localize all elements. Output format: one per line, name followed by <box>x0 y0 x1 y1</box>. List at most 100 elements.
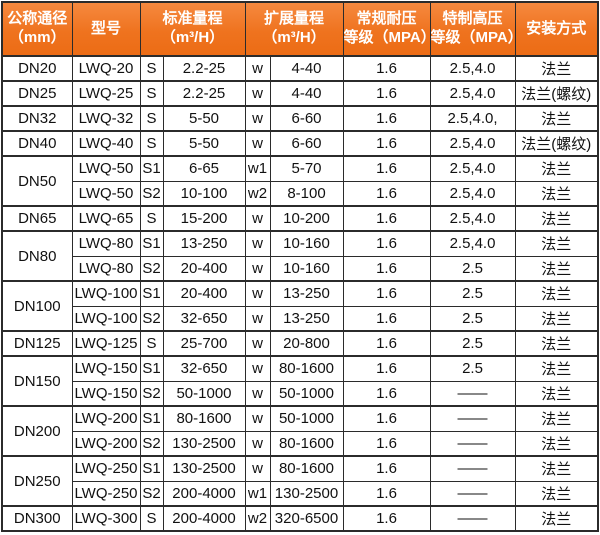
extended-range-cell: 6-60 <box>269 105 344 132</box>
standard-range-cell: 20-400 <box>162 280 246 307</box>
normal-pressure-cell: 1.6 <box>342 505 431 532</box>
extended-range-cell: 50-1000 <box>269 405 344 432</box>
normal-pressure-cell: 1.6 <box>342 255 431 282</box>
model-cell: LWQ-200 <box>71 430 141 457</box>
installation-cell: 法兰 <box>514 55 599 82</box>
high-pressure-cell: —— <box>429 405 516 432</box>
normal-pressure-cell: 1.6 <box>342 355 431 382</box>
nominal-diameter-cell: DN25 <box>1 80 73 107</box>
model-cell: LWQ-32 <box>71 105 141 132</box>
standard-range-cell: 5-50 <box>162 105 246 132</box>
standard-range-code-cell: S2 <box>139 380 164 407</box>
high-pressure-cell: —— <box>429 505 516 532</box>
extended-range-cell: 130-2500 <box>269 480 344 507</box>
extended-range-cell: 13-250 <box>269 305 344 332</box>
header-label-line: 扩展量程 <box>263 10 324 28</box>
standard-range-cell: 6-65 <box>162 155 246 182</box>
standard-range-code-cell: S2 <box>139 305 164 332</box>
high-pressure-cell: 2.5 <box>429 280 516 307</box>
standard-range-code-cell: S2 <box>139 480 164 507</box>
table-row: LWQ-250 S2 200-4000 w1 130-2500 1.6 —— 法兰 <box>2 480 599 507</box>
table-row: LWQ-100 S2 32-650 w 13-250 1.6 2.5 法兰 <box>2 305 599 332</box>
extended-range-cell: 80-1600 <box>269 355 344 382</box>
standard-range-cell: 32-650 <box>162 305 246 332</box>
extended-range-code-cell: w <box>244 55 271 82</box>
installation-cell: 法兰 <box>514 480 599 507</box>
standard-range-cell: 50-1000 <box>162 380 246 407</box>
extended-range-code-cell: w <box>244 355 271 382</box>
extended-range-cell: 4-40 <box>269 55 344 82</box>
nominal-diameter-cell: DN200 <box>1 405 73 457</box>
standard-range-code-cell: S2 <box>139 430 164 457</box>
model-cell: LWQ-300 <box>71 505 141 532</box>
extended-range-code-cell: w1 <box>244 155 271 182</box>
high-pressure-cell: 2.5,4.0 <box>429 230 516 257</box>
normal-pressure-cell: 1.6 <box>342 430 431 457</box>
standard-range-code-cell: S <box>139 80 164 107</box>
high-pressure-cell: —— <box>429 430 516 457</box>
standard-range-cell: 15-200 <box>162 205 246 232</box>
extended-range-code-cell: w <box>244 305 271 332</box>
extended-range-cell: 10-200 <box>269 205 344 232</box>
header-label-line: 常规耐压 <box>356 10 417 28</box>
extended-range-code-cell: w <box>244 80 271 107</box>
model-cell: LWQ-100 <box>71 305 141 332</box>
header-row: 公称通径 （mm） 型号 标准量程 （m³/H） 扩展量程 （m³/H） 常规耐压 等级（MPA… <box>1 1 599 57</box>
standard-range-code-cell: S <box>139 105 164 132</box>
table-row: DN100 LWQ-100 S1 20-400 w 13-250 1.6 2.5 法兰 <box>1 280 599 332</box>
normal-pressure-cell: 1.6 <box>342 105 431 132</box>
installation-cell: 法兰 <box>514 330 599 357</box>
extended-range-cell: 4-40 <box>269 80 344 107</box>
standard-range-cell: 2.2-25 <box>162 55 246 82</box>
extended-range-code-cell: w <box>244 105 271 132</box>
standard-range-cell: 10-100 <box>162 180 246 207</box>
table-row: LWQ-50 S2 10-100 w2 8-100 1.6 2.5,4.0 法兰 <box>2 180 599 207</box>
model-cell: LWQ-125 <box>71 330 141 357</box>
table-body: DN20 LWQ-20 S 2.2-25 w 4-40 1.6 2.5,4.0 法兰 DN25 LW… <box>1 55 599 532</box>
standard-range-cell: 2.2-25 <box>162 80 246 107</box>
standard-range-code-cell: S1 <box>139 405 164 432</box>
installation-cell: 法兰 <box>514 255 599 282</box>
extended-range-cell: 80-1600 <box>269 455 344 482</box>
installation-cell: 法兰 <box>514 505 599 532</box>
table-row: DN200 LWQ-200 S1 80-1600 w 50-1000 1.6 —— 法兰 <box>1 405 599 457</box>
normal-pressure-cell: 1.6 <box>342 280 431 307</box>
extended-range-cell: 8-100 <box>269 180 344 207</box>
header-cell-high-pressure: 特制高压 等级（MPA） <box>429 1 516 57</box>
normal-pressure-cell: 1.6 <box>342 455 431 482</box>
extended-range-cell: 320-6500 <box>269 505 344 532</box>
standard-range-cell: 80-1600 <box>162 405 246 432</box>
header-cell-installation: 安装方式 <box>514 1 599 57</box>
high-pressure-cell: 2.5,4.0 <box>429 205 516 232</box>
high-pressure-cell: 2.5,4.0 <box>429 55 516 82</box>
table-row: DN20 LWQ-20 S 2.2-25 w 4-40 1.6 2.5,4.0 法兰 <box>1 55 599 82</box>
high-pressure-cell: 2.5 <box>429 355 516 382</box>
nominal-diameter-cell: DN32 <box>1 105 73 132</box>
installation-cell: 法兰 <box>514 455 599 482</box>
high-pressure-cell: 2.5 <box>429 255 516 282</box>
header-cell-nominal-diameter: 公称通径 （mm） <box>1 1 73 57</box>
standard-range-cell: 130-2500 <box>162 430 246 457</box>
normal-pressure-cell: 1.6 <box>342 205 431 232</box>
standard-range-cell: 130-2500 <box>162 455 246 482</box>
standard-range-cell: 200-4000 <box>162 480 246 507</box>
table-row: DN125 LWQ-125 S 25-700 w 20-800 1.6 2.5 法兰 <box>1 330 599 357</box>
normal-pressure-cell: 1.6 <box>342 155 431 182</box>
normal-pressure-cell: 1.6 <box>342 180 431 207</box>
installation-cell: 法兰 <box>514 105 599 132</box>
model-cell: LWQ-65 <box>71 205 141 232</box>
normal-pressure-cell: 1.6 <box>342 305 431 332</box>
high-pressure-cell: 2.5,4.0 <box>429 130 516 157</box>
table-row: DN150 LWQ-150 S1 32-650 w 80-1600 1.6 2.5 法兰 <box>1 355 599 407</box>
table-row: DN50 LWQ-50 S1 6-65 w1 5-70 1.6 2.5,4.0 法兰 <box>1 155 599 207</box>
header-label-line: 等级（MPA） <box>430 29 515 46</box>
nominal-diameter-cell: DN65 <box>1 205 73 232</box>
extended-range-code-cell: w <box>244 330 271 357</box>
table-row: DN300 LWQ-300 S 200-4000 w2 320-6500 1.6 —— 法兰 <box>1 505 599 532</box>
installation-cell: 法兰 <box>514 380 599 407</box>
extended-range-cell: 20-800 <box>269 330 344 357</box>
model-cell: LWQ-40 <box>71 130 141 157</box>
extended-range-cell: 10-160 <box>269 255 344 282</box>
extended-range-code-cell: w <box>244 130 271 157</box>
nominal-diameter-cell: DN150 <box>1 355 73 407</box>
